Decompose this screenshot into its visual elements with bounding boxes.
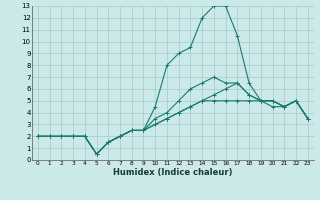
X-axis label: Humidex (Indice chaleur): Humidex (Indice chaleur) — [113, 168, 233, 177]
